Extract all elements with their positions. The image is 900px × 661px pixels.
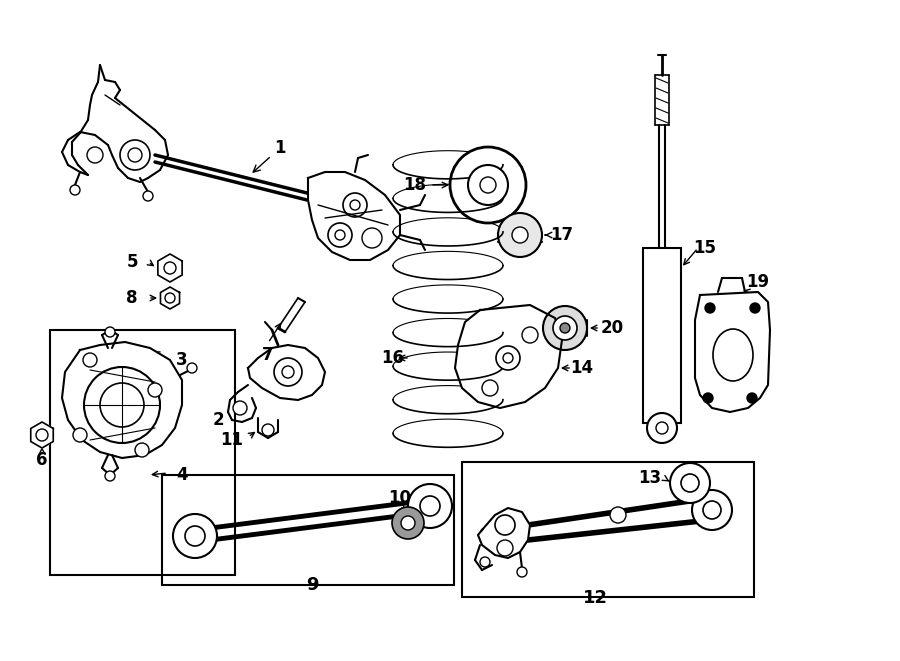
Circle shape xyxy=(468,165,508,205)
Circle shape xyxy=(512,227,528,243)
Circle shape xyxy=(747,393,757,403)
Circle shape xyxy=(495,515,515,535)
Circle shape xyxy=(173,514,217,558)
Circle shape xyxy=(335,230,345,240)
Circle shape xyxy=(73,428,87,442)
Circle shape xyxy=(143,191,153,201)
Text: 19: 19 xyxy=(746,273,769,291)
Circle shape xyxy=(362,228,382,248)
Polygon shape xyxy=(158,254,182,282)
Text: 16: 16 xyxy=(382,349,404,367)
Text: 2: 2 xyxy=(212,411,224,429)
Text: 18: 18 xyxy=(403,176,427,194)
Circle shape xyxy=(480,557,490,567)
Circle shape xyxy=(392,507,424,539)
Polygon shape xyxy=(695,292,770,412)
Polygon shape xyxy=(308,172,400,260)
Circle shape xyxy=(148,383,162,397)
Circle shape xyxy=(164,262,176,274)
Circle shape xyxy=(83,353,97,367)
Text: 4: 4 xyxy=(176,466,188,484)
Polygon shape xyxy=(248,345,325,400)
Circle shape xyxy=(670,463,710,503)
Bar xyxy=(50,330,235,575)
Circle shape xyxy=(420,496,440,516)
Circle shape xyxy=(692,490,732,530)
Circle shape xyxy=(350,200,360,210)
Text: 6: 6 xyxy=(36,451,48,469)
Circle shape xyxy=(705,303,715,313)
Circle shape xyxy=(408,484,452,528)
Text: 20: 20 xyxy=(600,319,624,337)
Text: 15: 15 xyxy=(694,239,716,257)
Polygon shape xyxy=(62,342,182,458)
Bar xyxy=(462,462,754,597)
Circle shape xyxy=(560,323,570,333)
Circle shape xyxy=(274,358,302,386)
Circle shape xyxy=(498,213,542,257)
Circle shape xyxy=(647,413,677,443)
Circle shape xyxy=(187,363,197,373)
Circle shape xyxy=(656,422,668,434)
Text: 17: 17 xyxy=(551,226,573,244)
Circle shape xyxy=(750,303,760,313)
Circle shape xyxy=(36,429,48,441)
Circle shape xyxy=(480,177,496,193)
Circle shape xyxy=(282,366,294,378)
Circle shape xyxy=(128,148,142,162)
Circle shape xyxy=(120,140,150,170)
Circle shape xyxy=(553,316,577,340)
Polygon shape xyxy=(455,305,562,408)
Circle shape xyxy=(100,383,144,427)
Circle shape xyxy=(503,353,513,363)
Text: 13: 13 xyxy=(638,469,662,487)
Circle shape xyxy=(84,367,160,443)
Text: 12: 12 xyxy=(582,589,608,607)
Circle shape xyxy=(105,327,115,337)
Circle shape xyxy=(401,516,415,530)
Circle shape xyxy=(165,293,175,303)
Polygon shape xyxy=(160,287,179,309)
Circle shape xyxy=(87,147,103,163)
Circle shape xyxy=(497,540,513,556)
Polygon shape xyxy=(478,508,530,558)
Text: 10: 10 xyxy=(389,489,411,507)
Text: 3: 3 xyxy=(176,351,188,369)
Circle shape xyxy=(543,306,587,350)
Circle shape xyxy=(450,147,526,223)
Circle shape xyxy=(517,567,527,577)
Circle shape xyxy=(522,327,538,343)
Text: 11: 11 xyxy=(220,431,244,449)
Text: 5: 5 xyxy=(126,253,138,271)
Circle shape xyxy=(703,393,713,403)
Polygon shape xyxy=(31,422,53,448)
Text: 7: 7 xyxy=(262,346,274,364)
Ellipse shape xyxy=(713,329,753,381)
Circle shape xyxy=(135,443,149,457)
Circle shape xyxy=(185,526,205,546)
Circle shape xyxy=(610,507,626,523)
Text: 8: 8 xyxy=(126,289,138,307)
Text: 14: 14 xyxy=(571,359,594,377)
Circle shape xyxy=(703,501,721,519)
Circle shape xyxy=(343,193,367,217)
Circle shape xyxy=(105,471,115,481)
Circle shape xyxy=(496,346,520,370)
Circle shape xyxy=(482,380,498,396)
Text: 1: 1 xyxy=(253,139,286,172)
Circle shape xyxy=(262,424,274,436)
Bar xyxy=(162,475,454,585)
Circle shape xyxy=(233,401,247,415)
Circle shape xyxy=(681,474,699,492)
Bar xyxy=(643,248,681,423)
Text: 9: 9 xyxy=(306,576,319,594)
Circle shape xyxy=(70,185,80,195)
Circle shape xyxy=(328,223,352,247)
